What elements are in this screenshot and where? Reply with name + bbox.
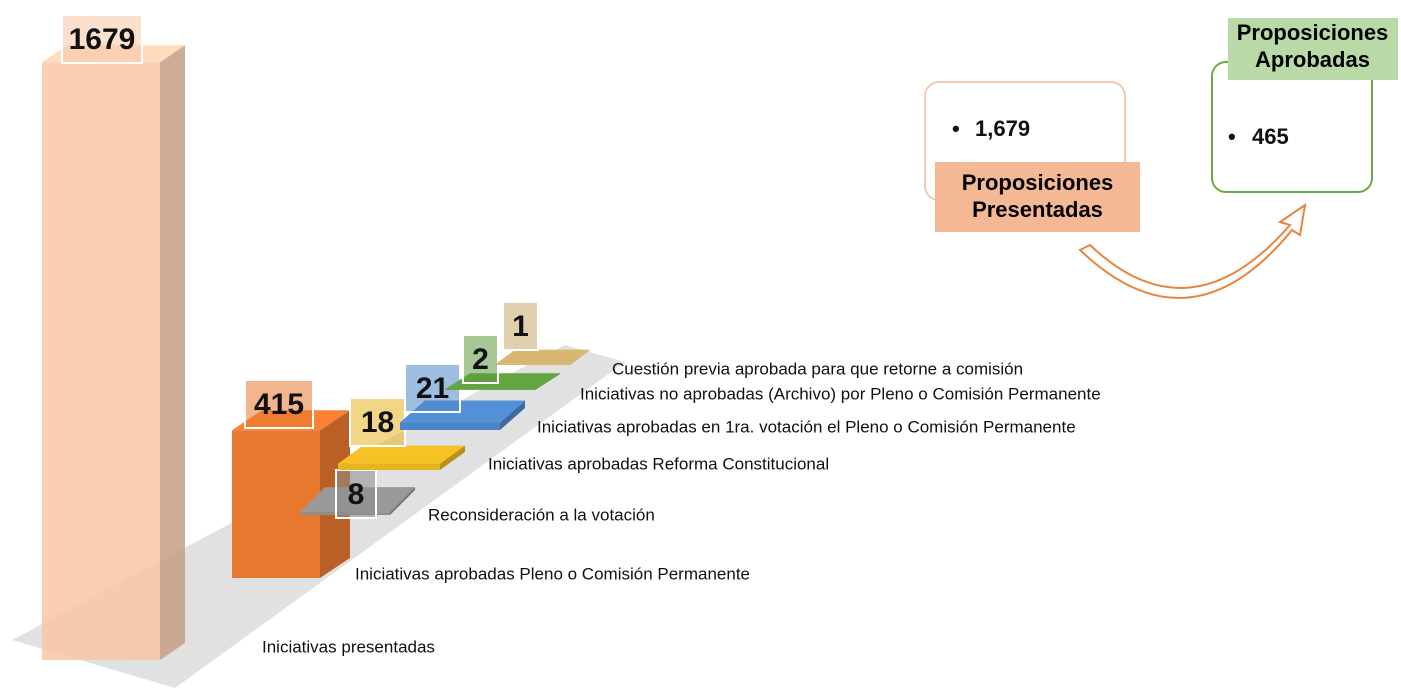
category-label: Iniciativas aprobadas en 1ra. votación e… — [537, 417, 1076, 436]
box-item: 465 — [1252, 124, 1289, 149]
value-label-bg — [61, 14, 143, 64]
bar-side — [440, 445, 465, 470]
box-item: 1,679 — [975, 116, 1030, 141]
bar-top — [338, 445, 465, 464]
value-label: 2 — [472, 343, 489, 376]
bar — [338, 445, 465, 470]
value-label: 21 — [416, 372, 449, 405]
bar-top — [495, 349, 590, 365]
value-label-bg — [502, 301, 539, 351]
bar-side — [570, 349, 590, 365]
value-label: 1679 — [69, 23, 136, 56]
bar — [42, 45, 185, 660]
category-label: Iniciativas aprobadas Reforma Constituci… — [488, 454, 829, 473]
bar — [495, 349, 590, 365]
category-label: Iniciativas aprobadas Pleno o Comisión P… — [355, 564, 750, 583]
box-title: Proposiciones Presentadas — [961, 170, 1114, 222]
category-label: Iniciativas no aprobadas (Archivo) por P… — [580, 384, 1101, 403]
bullet: • — [1228, 124, 1236, 149]
bar-side — [500, 400, 525, 430]
bar-front — [445, 389, 535, 390]
box-title-wrap: Proposiciones Presentadas — [961, 170, 1114, 222]
box-title-wrap: Proposiciones Aprobadas — [1236, 20, 1389, 72]
category-label: Iniciativas presentadas — [262, 637, 435, 656]
category-label: Reconsideración a la votación — [428, 505, 655, 524]
value-label-bg — [244, 379, 314, 429]
value-label-bg — [335, 469, 377, 519]
value-label: 18 — [361, 406, 394, 439]
bar-side — [160, 45, 185, 660]
bar-front — [400, 422, 500, 430]
category-label: Cuestión previa aprobada para que retorn… — [612, 359, 1023, 378]
box-title-bg — [1228, 18, 1398, 80]
value-label: 8 — [348, 478, 365, 511]
value-label: 415 — [254, 388, 304, 421]
value-label-bg — [462, 334, 499, 384]
bar-side — [535, 373, 560, 390]
bar-side — [390, 487, 415, 515]
box-title: Proposiciones Aprobadas — [1236, 20, 1389, 72]
box-title-bg — [935, 162, 1140, 232]
arrow — [1078, 202, 1307, 299]
bar-front — [232, 430, 320, 578]
bar-front — [338, 463, 440, 470]
value-label-bg — [349, 397, 406, 447]
bar-front — [42, 62, 160, 660]
value-label: 1 — [512, 310, 529, 343]
bullet: • — [952, 116, 960, 141]
